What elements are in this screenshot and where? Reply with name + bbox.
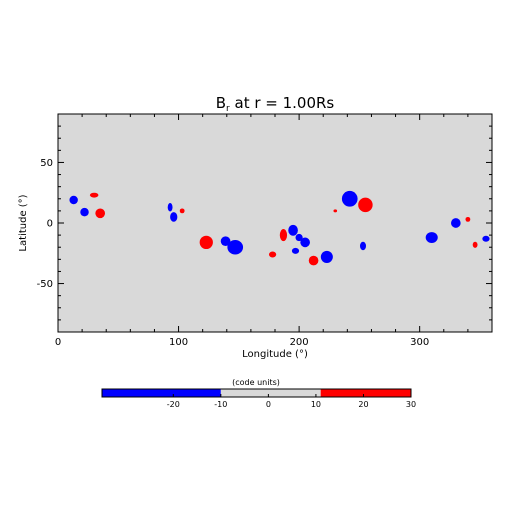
spot-positive: [279, 229, 288, 242]
colorbar-tick-label: 20: [358, 400, 368, 409]
colorbar-segment: [320, 389, 411, 397]
spot-positive: [179, 208, 185, 214]
spot-negative: [359, 241, 367, 251]
spot-negative: [167, 203, 173, 212]
colorbar: -20 -10 0 10 20 30: [101, 388, 416, 409]
title-rest: at r = 1.00Rs: [230, 94, 335, 112]
spot-positive: [472, 241, 478, 248]
spot-negative: [227, 239, 244, 255]
spots-layer: [69, 190, 490, 266]
spot-positive: [465, 216, 471, 222]
spot-positive: [199, 235, 213, 250]
spot-positive: [268, 251, 277, 258]
colorbar-tick-label: 10: [311, 400, 321, 409]
spot-positive: [308, 255, 319, 266]
spot-negative: [341, 190, 358, 207]
x-axis-label: Longitude (°): [242, 349, 308, 360]
spot-positive: [358, 197, 373, 213]
colorbar-tick-label: -10: [214, 400, 227, 409]
title-sub: r: [226, 104, 230, 114]
x-tick-label: 300: [410, 337, 429, 348]
spot-negative: [425, 232, 438, 243]
spot-negative: [482, 235, 490, 242]
spot-negative: [69, 195, 78, 205]
colorbar-tick-label: 30: [406, 400, 416, 409]
spot-positive: [95, 208, 106, 219]
spot-negative: [80, 207, 89, 217]
spot-negative: [295, 233, 303, 242]
x-tick-label: 200: [290, 337, 309, 348]
spot-negative: [288, 224, 298, 236]
chart-title: Br at r = 1.00Rs: [216, 94, 335, 114]
colorbar-segment: [102, 389, 221, 397]
spot-positive: [89, 192, 99, 198]
y-tick-label: -50: [37, 279, 53, 290]
y-axis-label: Latitude (°): [18, 194, 29, 251]
y-tick-label: 0: [47, 219, 53, 230]
colorbar-tick-label: 0: [266, 400, 271, 409]
spot-negative: [220, 236, 231, 247]
y-tick-label: 50: [40, 158, 53, 169]
colorbar-label: (code units): [232, 378, 280, 387]
spot-negative: [291, 247, 300, 254]
plot-background: [58, 114, 492, 332]
colorbar-segment: [220, 389, 321, 397]
ticks-layer: 0 100 200 300 -50 0 50: [37, 113, 493, 348]
title-main: B: [216, 94, 226, 112]
spot-negative: [300, 237, 310, 248]
spot-positive: [333, 209, 338, 213]
spot-negative: [451, 218, 461, 228]
x-tick-label: 0: [55, 337, 61, 348]
spot-negative: [170, 212, 178, 222]
spot-negative: [320, 250, 333, 263]
colorbar-tick-label: -20: [167, 400, 180, 409]
x-tick-label: 100: [169, 337, 188, 348]
colorbar-frame: [101, 388, 412, 398]
